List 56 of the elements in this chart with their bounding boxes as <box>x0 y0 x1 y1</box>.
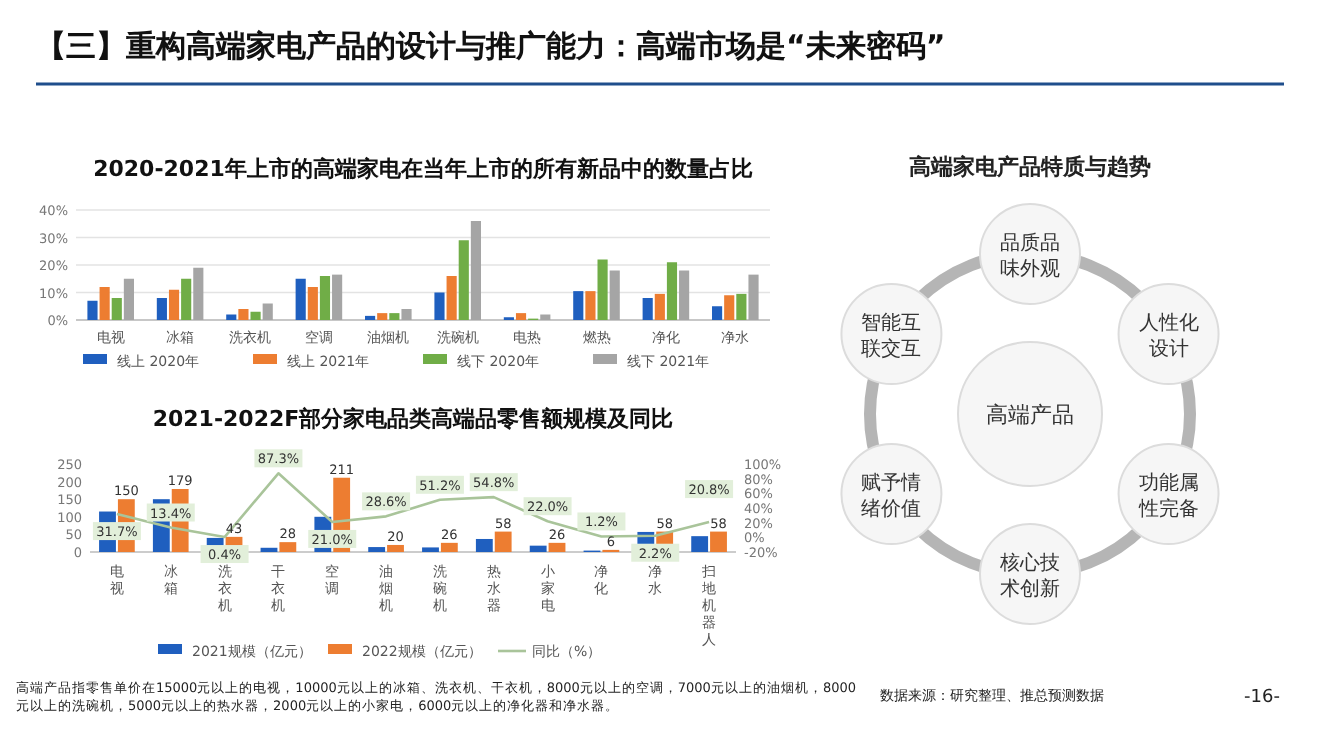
bar <box>156 298 167 320</box>
bar <box>724 295 735 320</box>
bar <box>748 274 759 320</box>
text: 智能互联交互 <box>861 311 922 361</box>
chart-title: 2020-2021年上市的高端家电在当年上市的所有新品中的数量占比 <box>93 156 753 182</box>
bar <box>475 538 493 552</box>
bar <box>585 291 596 320</box>
bar <box>319 276 331 320</box>
bar <box>446 276 457 320</box>
bar <box>597 259 608 320</box>
text: -16- <box>1244 688 1280 708</box>
bar <box>377 313 388 320</box>
bar <box>295 278 306 320</box>
bar <box>387 544 404 552</box>
text: 核心技术创新 <box>998 551 1060 601</box>
bar <box>515 313 527 320</box>
bar <box>111 298 122 320</box>
text: 高端家电产品特质与趋势 <box>909 154 1151 180</box>
bar <box>440 542 458 552</box>
bar <box>123 278 134 320</box>
chart-title: 2021-2022F部分家电品类高端品零售额规模及同比 <box>152 406 674 432</box>
bar <box>470 221 481 320</box>
bar <box>389 313 400 320</box>
bar <box>238 309 249 320</box>
bar <box>666 262 678 320</box>
text: 赋予情绪价值 <box>861 471 922 521</box>
bar <box>99 287 110 320</box>
bar <box>401 309 412 320</box>
bar <box>332 274 343 320</box>
bar <box>654 293 665 320</box>
bar <box>573 291 584 320</box>
bar <box>193 267 204 320</box>
bar <box>679 270 690 320</box>
text: 功能属性完备 <box>1136 471 1199 521</box>
bar <box>279 542 297 552</box>
bar <box>609 270 620 320</box>
bar <box>710 531 727 552</box>
bar <box>434 292 445 320</box>
bar <box>307 287 318 320</box>
text: 品质品味外观 <box>1000 231 1060 281</box>
bar <box>736 293 747 320</box>
text: 【三】重构高端家电产品的设计与推广能力：高端市场是“未来密码” <box>36 28 946 64</box>
bar <box>181 278 192 320</box>
text: 人性化设计 <box>1138 311 1199 361</box>
text: 高端产品 <box>986 402 1074 428</box>
bar <box>87 300 98 320</box>
bar <box>458 240 469 320</box>
bar <box>168 289 180 320</box>
bar <box>712 306 723 320</box>
bar <box>642 298 653 320</box>
bar <box>548 542 566 552</box>
bar <box>262 303 273 320</box>
bar <box>529 545 547 552</box>
bar <box>691 536 709 552</box>
bar <box>250 311 261 320</box>
bar <box>494 531 512 552</box>
